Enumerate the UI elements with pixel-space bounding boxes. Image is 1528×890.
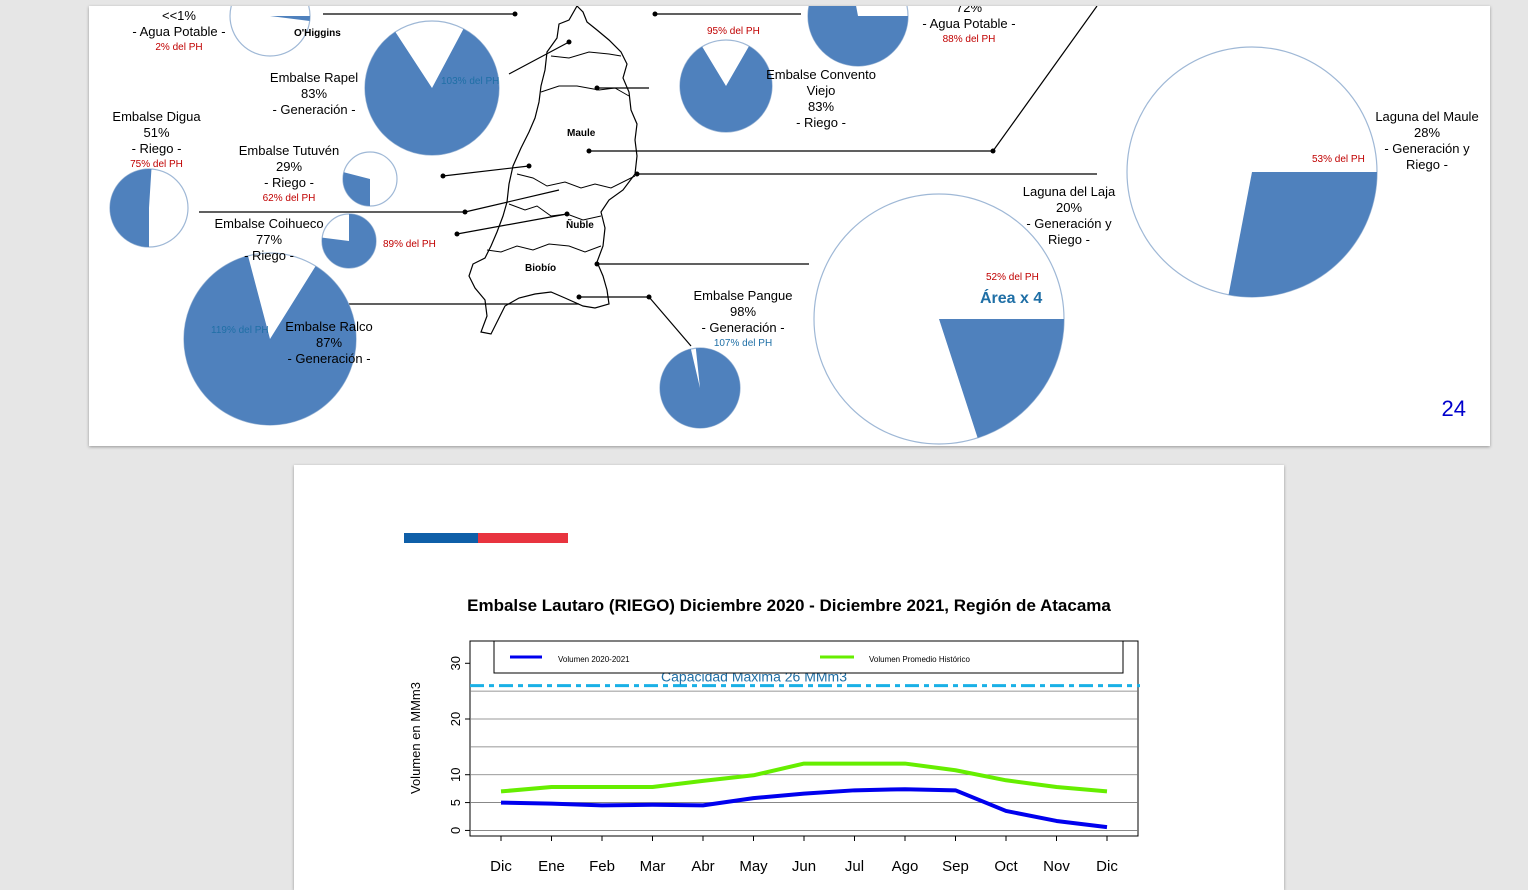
region-borders xyxy=(487,52,635,252)
y-tick-label: 30 xyxy=(448,656,463,670)
reservoir-ph-10: 53% del PH xyxy=(1312,154,1365,165)
reservoir-pie-5 xyxy=(343,152,397,206)
x-tick-label: Nov xyxy=(1043,858,1070,875)
page-number: 24 xyxy=(1442,396,1466,422)
legend-label-current: Volumen 2020-2021 xyxy=(558,655,630,664)
y-tick-label: 5 xyxy=(448,799,463,806)
x-tick-label: Jul xyxy=(845,858,864,875)
region-label-nuble: Ñuble xyxy=(566,216,594,234)
reservoir-pie-6 xyxy=(322,214,376,268)
x-tick-label: Dic xyxy=(1096,858,1118,875)
x-tick-label: Feb xyxy=(589,858,615,875)
x-axis-ticks: Dic Ene Feb Mar Abr May Jun Jul Ago Sep Oct Nov Dic xyxy=(490,858,1118,875)
legend-label-historical: Volumen Promedio Histórico xyxy=(869,655,970,664)
reservoir-pie-3 xyxy=(680,40,772,132)
y-axis-label: Volumen en MMm3 xyxy=(408,682,423,794)
reservoir-pie-8 xyxy=(660,348,740,428)
x-tick-label: Mar xyxy=(640,858,666,875)
pie-slice-filled xyxy=(660,348,740,428)
reservoir-pie-10 xyxy=(1127,47,1377,297)
slide-chart-lautaro: Embalse Lautaro (RIEGO) Diciembre 2020 -… xyxy=(294,465,1284,890)
pie-slice-filled xyxy=(110,169,151,247)
region-label-maule: Maule xyxy=(567,124,595,142)
slide-reservoir-map: O'Higgins Maule Ñuble Biobío <<1%- Agua … xyxy=(89,6,1490,446)
pie-slice-filled xyxy=(1229,172,1377,297)
reservoir-pie-4 xyxy=(110,169,188,247)
area-note: Área x 4 xyxy=(980,290,1042,308)
reservoir-pie-1 xyxy=(808,6,908,66)
reservoir-label-1: 72%- Agua Potable -88% del PH xyxy=(904,6,1034,48)
x-tick-label: Sep xyxy=(942,858,969,875)
chart-series xyxy=(501,763,1107,827)
series-line-historical xyxy=(501,764,1107,792)
x-tick-label: Abr xyxy=(691,858,714,875)
x-tick-label: Ene xyxy=(538,858,565,875)
x-tick-label: Oct xyxy=(994,858,1018,875)
x-tick-label: May xyxy=(739,858,768,875)
reservoir-ph-6: 89% del PH xyxy=(383,239,436,250)
y-axis-ticks: 0 5 10 20 30 xyxy=(448,656,470,834)
x-tick-label: Jun xyxy=(792,858,816,875)
reservoir-ph-9: 52% del PH xyxy=(986,272,1039,283)
x-tick-label: Ago xyxy=(892,858,919,875)
region-label-ohiggins: O'Higgins xyxy=(294,24,341,42)
y-tick-label: 20 xyxy=(448,712,463,726)
y-tick-label: 0 xyxy=(448,827,463,834)
region-label-biobio: Biobío xyxy=(525,259,556,277)
reservoir-label-0: <<1%- Agua Potable -2% del PH xyxy=(119,8,239,56)
reservoir-pie-2 xyxy=(365,21,499,155)
reservoir-ph-7: 119% del PH xyxy=(211,325,269,336)
y-tick-label: 10 xyxy=(448,767,463,781)
reservoir-ph-2: 103% del PH xyxy=(441,76,499,87)
reservoir-ph-3: 95% del PH xyxy=(707,26,760,37)
x-tick-label: Dic xyxy=(490,858,512,875)
line-chart: 0 5 10 20 30 Dic Ene Feb Mar Abr May Jun Jul Ago Sep O… xyxy=(294,465,1284,890)
series-line-current xyxy=(501,789,1107,827)
